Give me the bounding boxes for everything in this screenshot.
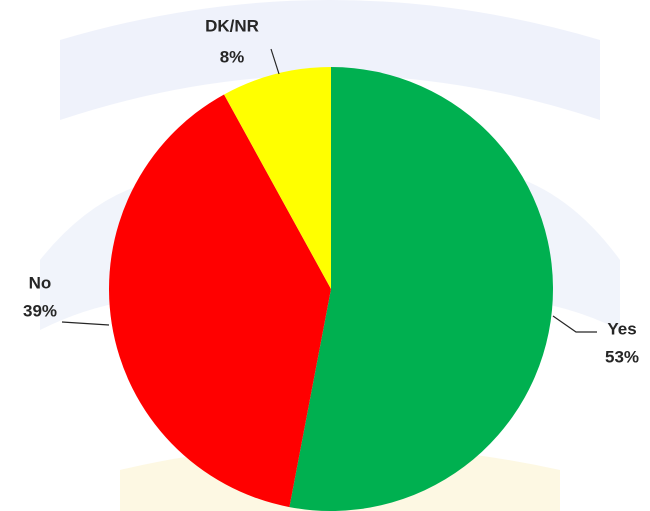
slice-label: DK/NR [205, 16, 259, 35]
labels: Yes 53% No 39% DK/NR 8% [23, 16, 639, 366]
leader-line [61, 321, 110, 326]
slice-label: Yes [607, 319, 636, 338]
pie-slice [109, 94, 331, 508]
slice-label: No [29, 273, 52, 292]
slice-value-label: 53% [605, 347, 639, 366]
pie-slice [289, 67, 553, 511]
slice-value-label: 39% [23, 301, 57, 320]
pie-slice [224, 67, 331, 289]
pie [109, 67, 553, 511]
leader-line [270, 48, 280, 75]
leader-line [552, 315, 597, 333]
slice-value-label: 8% [220, 47, 245, 66]
